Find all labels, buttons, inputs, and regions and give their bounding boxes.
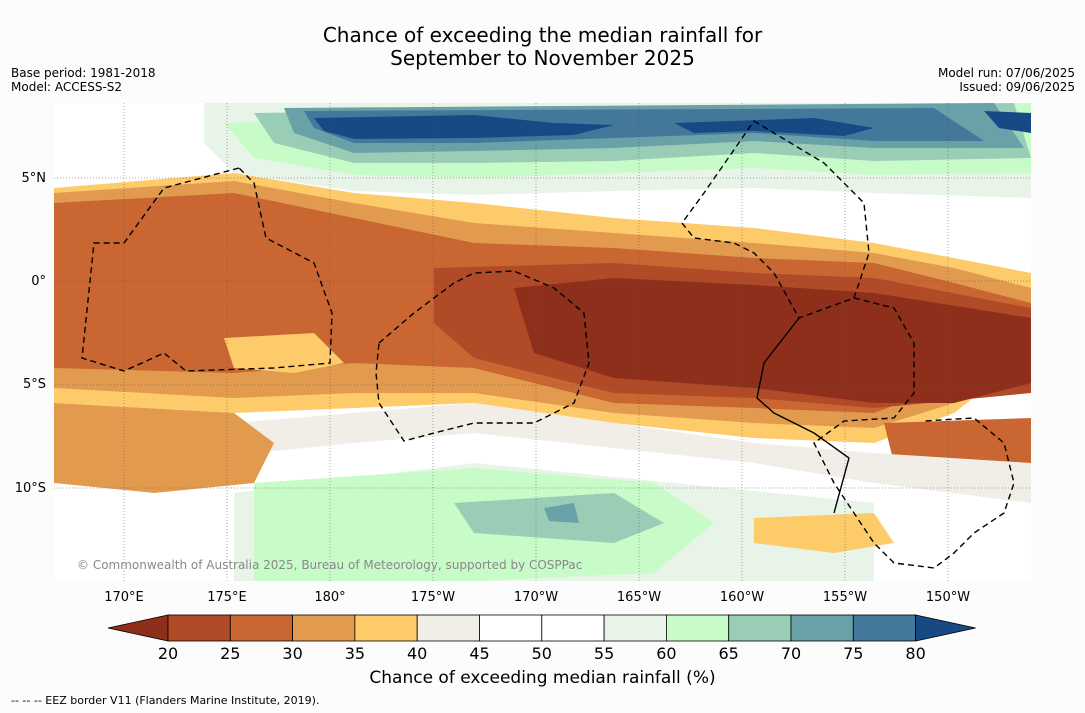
colorbar-segment xyxy=(541,614,605,642)
colorbar-segment xyxy=(292,614,356,642)
base-period: Base period: 1981-2018 xyxy=(11,66,156,80)
rainfall-map xyxy=(54,103,1031,581)
meta-right: Model run: 07/06/2025 Issued: 09/06/2025 xyxy=(938,66,1075,94)
lon-label: 170°W xyxy=(513,590,559,605)
south-slate-patch xyxy=(544,503,579,523)
map-canvas xyxy=(54,103,1031,581)
map-gridlines xyxy=(54,103,1031,581)
colorbar-segment xyxy=(603,614,667,642)
colorbar-label: Chance of exceeding median rainfall (%) xyxy=(369,668,716,688)
lon-label: 180° xyxy=(314,590,346,605)
colorbar-extend-low xyxy=(107,614,169,642)
colorbar-segment xyxy=(790,614,854,642)
title-line-2: September to November 2025 xyxy=(390,46,695,70)
lat-label-0: 0° xyxy=(31,274,46,289)
issued-date: Issued: 09/06/2025 xyxy=(959,80,1075,94)
colorbar-segment xyxy=(416,614,480,642)
lat-label-5n: 5°N xyxy=(21,171,47,186)
colorbar-tick-label: 30 xyxy=(282,644,303,663)
lon-label: 165°W xyxy=(616,590,662,605)
colorbar-extend-high xyxy=(915,614,976,642)
model-name: Model: ACCESS-S2 xyxy=(11,80,123,94)
colorbar-segment xyxy=(728,614,792,642)
south-east-yellow-patch xyxy=(754,513,894,553)
south-west-orange-patch xyxy=(54,403,274,493)
colorbar-segment xyxy=(167,614,231,642)
colorbar-tick-label: 70 xyxy=(780,644,802,663)
colorbar-segment xyxy=(229,614,294,642)
eez-footnote: -- -- -- EEZ border V11 (Flanders Marine… xyxy=(11,694,320,707)
colorbar-tick-label: 75 xyxy=(843,644,864,663)
copyright-notice: © Commonwealth of Australia 2025, Bureau… xyxy=(77,558,583,572)
model-run: Model run: 07/06/2025 xyxy=(937,66,1075,80)
colorbar-tick-label: 60 xyxy=(656,644,677,663)
colorbar-tick-label: 80 xyxy=(905,644,926,663)
colorbar-tick-label: 25 xyxy=(220,644,241,663)
colorbar-tick-label: 65 xyxy=(718,644,739,663)
lat-label-5s: 5°S xyxy=(22,377,46,392)
meta-left: Base period: 1981-2018 Model: ACCESS-S2 xyxy=(11,66,156,94)
colorbar-tick-label: 40 xyxy=(407,644,428,663)
west-yellow-patch xyxy=(224,333,344,373)
lon-label: 160°W xyxy=(719,590,765,605)
colorbar-segment xyxy=(852,614,916,642)
lon-label: 175°E xyxy=(207,590,247,605)
lon-label: 150°W xyxy=(925,590,971,605)
north-dark-blue-core-2 xyxy=(674,118,874,136)
colorbar-tick-label: 50 xyxy=(531,644,552,663)
colorbar-segment xyxy=(354,614,418,642)
north-dark-blue-core-1 xyxy=(314,115,614,139)
colorbar-tick-label: 20 xyxy=(157,644,179,663)
colorbar-tick-label: 45 xyxy=(469,644,490,663)
title-line-1: Chance of exceeding the median rainfall … xyxy=(322,23,763,47)
lon-label: 155°W xyxy=(822,590,868,605)
colorbar-segment xyxy=(479,614,543,642)
colorbar-tick-label: 55 xyxy=(593,644,615,663)
lon-label: 170°E xyxy=(104,590,144,605)
equatorial-dark-core xyxy=(514,278,1031,403)
north-dark-blue-core-3 xyxy=(984,111,1031,133)
eez-borders xyxy=(81,120,1015,569)
colorbar xyxy=(107,614,976,642)
colorbar-segments xyxy=(107,614,976,642)
colorbar-tick-label: 35 xyxy=(344,644,366,663)
lon-label: 175°W xyxy=(410,590,456,605)
colorbar-segment xyxy=(666,614,730,642)
lat-label-10s: 10°S xyxy=(14,481,46,496)
